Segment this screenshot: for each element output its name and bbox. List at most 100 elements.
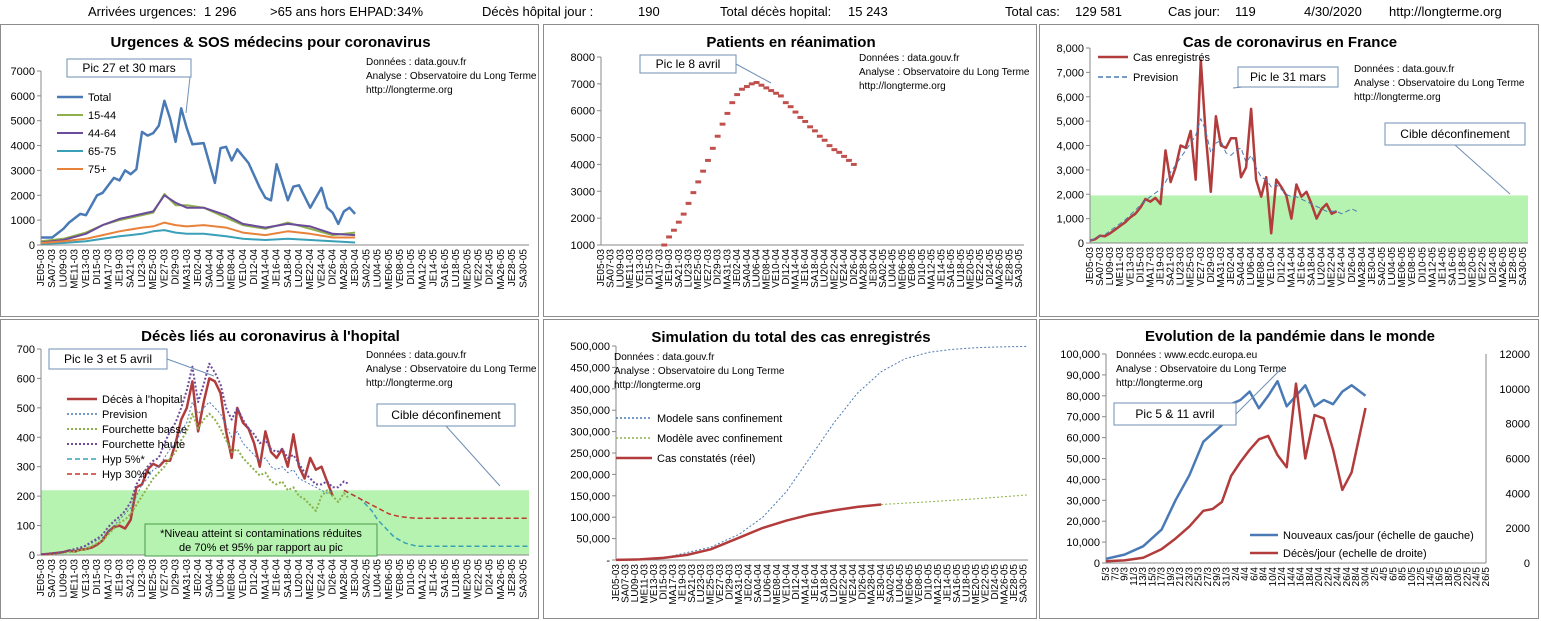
urgences-title: Urgences & SOS médecins pour coronavirus — [110, 34, 430, 51]
reanimation-x-tick-label: SA16-05 — [946, 249, 957, 288]
chart-reanimation: Patients en réanimation 1000 2000 3000 4000 5… — [571, 34, 1030, 290]
cas-x-tick-label: ME06-05 — [1397, 247, 1408, 288]
reanimation-x-tick-label: ME11-03 — [625, 249, 636, 289]
reanimation-x-tick-label: ME20-05 — [966, 249, 977, 290]
urgences-y-tick-label: 3000 — [11, 165, 35, 177]
cas-target-zone — [1090, 195, 1528, 243]
cas-title: Cas de coronavirus en France — [1183, 34, 1397, 51]
reanimation-source-line: Analyse : Observatoire du Long Terme — [859, 67, 1030, 78]
reanimation-x-tick-label: SA21-03 — [674, 249, 685, 288]
monde-x-tick-label: 10/4 — [1268, 567, 1279, 587]
monde-y2-tick-label: 2000 — [1506, 523, 1530, 535]
cas-x-tick-label: MA17-03 — [1145, 247, 1156, 288]
urgences-x-tick-label: DI10-05 — [406, 249, 417, 285]
simulation-x-tick-label: ME20-05 — [971, 564, 982, 605]
deces-target-box — [376, 403, 516, 427]
urgences-x-tick-label: LU20-04 — [294, 249, 305, 288]
cas-x-tick-label: VE24-04 — [1337, 247, 1348, 286]
urgences-x-tick-label: JE19-03 — [115, 249, 126, 287]
chart-cas: Cas de coronavirus en France 0 1,000 2,000 3… — [1056, 34, 1528, 288]
cas-x-tick-label: JE16-04 — [1296, 247, 1307, 285]
deces-x-tick-label: LU04-05 — [373, 559, 384, 598]
monde-x-tick-label: 14/5 — [1425, 567, 1436, 587]
simulation-x-tick-label: DI24-05 — [990, 564, 1001, 600]
monde-x-tick-label: 29/3 — [1212, 567, 1223, 587]
cas-y-tick-label: 2,000 — [1056, 189, 1084, 201]
monde-x-tick-label: 2/4 — [1231, 567, 1242, 581]
monde-callout-box — [1113, 402, 1237, 426]
urgences-x-tick-label: LU04-05 — [373, 249, 384, 288]
total-cas-value: 129 581 — [1075, 4, 1122, 19]
urgences-x-tick-label: VE13-03 — [81, 249, 92, 288]
urgences-x-tick-label: SA04-04 — [204, 249, 215, 288]
simulation-x-tick-label: JE02-04 — [744, 564, 755, 602]
deces-x-tick-label: DI26-04 — [328, 559, 339, 595]
cas-x-tick-label: VE10-04 — [1266, 247, 1277, 286]
reanimation-x-tick-label: JE19-03 — [664, 249, 675, 287]
cas-x-tick-label: ME20-05 — [1468, 247, 1479, 288]
urgences-x-tick-label: VE08-05 — [395, 249, 406, 288]
urgences-y-tick-label: 4000 — [11, 141, 35, 153]
urgences-source-line: http://longterme.org — [366, 85, 453, 96]
monde-y-tick-label: 90,000 — [1066, 370, 1100, 382]
deces-x-tick-label: JE19-03 — [115, 559, 126, 597]
chart-monde: Evolution de la pandémie dans le monde 0 1… — [1060, 328, 1530, 587]
simulation-x-tick-label: VE27-03 — [715, 564, 726, 603]
deces-series-line-2 — [40, 412, 351, 556]
reanimation-x-tick-label: MA17-03 — [654, 249, 665, 290]
deces-x-tick-label: ME06-05 — [384, 559, 395, 600]
reanimation-x-tick-label: VE27-03 — [703, 249, 714, 288]
monde-series-line-1 — [1105, 382, 1367, 563]
monde-x-tick-label: 22/5 — [1462, 567, 1473, 587]
cas-x-tick-label: DI10-05 — [1417, 247, 1428, 283]
simulation-x-tick-label: DI15-03 — [658, 564, 669, 600]
simulation-x-tick-label: JE28-05 — [1009, 564, 1020, 602]
cas-target-pointer — [1454, 144, 1511, 195]
monde-x-tick-label: 8/5 — [1398, 567, 1409, 581]
simulation-x-tick-label: LU20-04 — [829, 564, 840, 603]
simulation-y-tick-label: 450,000 — [570, 362, 610, 374]
monde-y2-tick-label: 8000 — [1506, 419, 1530, 431]
cas-x-tick-label: LU23-03 — [1176, 247, 1187, 286]
monde-x-tick-label: 24/5 — [1472, 567, 1483, 587]
reanimation-y-tick-label: 5000 — [571, 133, 595, 145]
cas-callout-text: Pic le 31 mars — [1250, 70, 1326, 84]
cas-x-tick-label: SA04-04 — [1236, 247, 1247, 286]
deces-x-tick-label: ME25-03 — [148, 559, 159, 600]
deces-y-tick-label: 300 — [17, 462, 35, 474]
reanimation-x-tick-label: DI29-03 — [713, 249, 724, 285]
simulation-x-tick-label: DI12-04 — [791, 564, 802, 600]
reanimation-y-tick-label: 6000 — [571, 106, 595, 118]
monde-callout-pointer — [1235, 367, 1283, 415]
monde-x-tick-label: 23/3 — [1184, 567, 1195, 587]
deces-x-tick-label: JE05-03 — [36, 559, 47, 597]
deces-x-tick-label: DI29-03 — [171, 559, 182, 595]
reanimation-x-tick-label: LU09-03 — [615, 249, 626, 288]
reanimation-x-tick-label: ME06-05 — [897, 249, 908, 290]
monde-x-tick-label: 7/3 — [1110, 567, 1121, 581]
chart-simulation-panel: Simulation du total des cas enregistrés -… — [543, 319, 1037, 619]
deces-x-tick-label: SA21-03 — [126, 559, 137, 598]
reanimation-y-tick-label: 3000 — [571, 186, 595, 198]
simulation-x-tick-label: MA12-05 — [933, 564, 944, 605]
deces-x-tick-label: ME20-05 — [462, 559, 473, 600]
monde-y2-tick-label: 4000 — [1506, 488, 1530, 500]
reanimation-x-tick-label: SA07-03 — [606, 249, 617, 288]
urgences-y-tick-label: 6000 — [11, 91, 35, 103]
simulation-x-tick-label: SA04-04 — [753, 564, 764, 603]
reanimation-x-tick-label: SA04-04 — [742, 249, 753, 288]
urgences-x-tick-label: MA28-04 — [339, 249, 350, 290]
deces-x-tick-label: ME11-03 — [70, 559, 81, 599]
simulation-x-tick-label: JE05-03 — [611, 564, 622, 602]
urgences-y-tick-label: 0 — [29, 240, 35, 252]
monde-x-tick-label: 17/3 — [1157, 567, 1168, 587]
reanimation-x-tick-label: VE13-03 — [635, 249, 646, 288]
chart-monde-panel: Evolution de la pandémie dans le monde 0 1… — [1039, 319, 1539, 619]
cas-source-line: Données : data.gouv.fr — [1354, 64, 1455, 75]
simulation-y-tick-label: 350,000 — [570, 405, 610, 417]
cas-x-tick-label: JE02-04 — [1226, 247, 1237, 285]
deces-target-text: Cible déconfinement — [391, 408, 501, 422]
urgences-legend-label: Total — [88, 92, 111, 104]
simulation-y-tick-label: 500,000 — [570, 341, 610, 353]
monde-x-tick-label: 28/4 — [1351, 567, 1362, 587]
